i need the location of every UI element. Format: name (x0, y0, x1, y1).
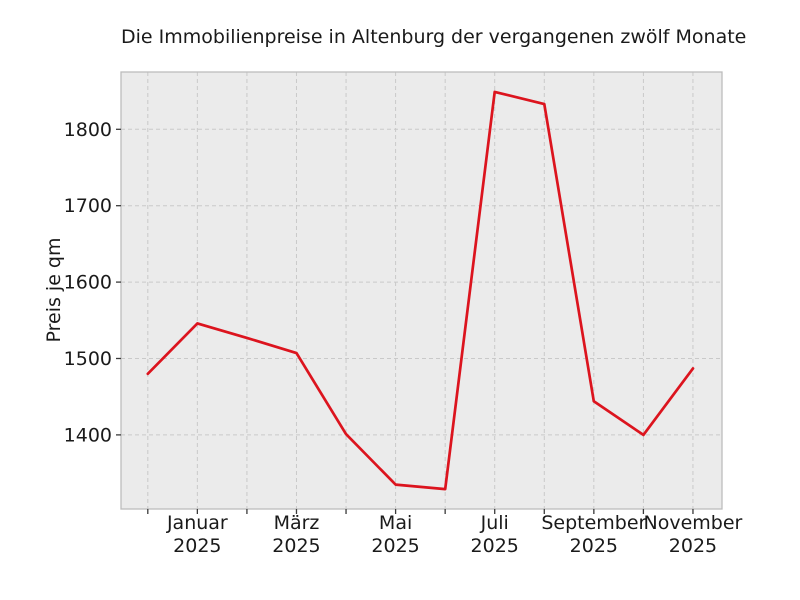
y-tick-label: 1400 (64, 424, 112, 446)
plot-area (121, 72, 722, 509)
plot-border (120, 71, 723, 510)
chart-title: Die Immobilienpreise in Altenburg der ve… (121, 26, 747, 48)
x-tick-label: November (644, 512, 743, 534)
x-tick-label-year: 2025 (272, 535, 320, 557)
x-tick-label-year: 2025 (173, 535, 221, 557)
y-tick-label: 1600 (64, 272, 112, 294)
price-line (146, 90, 695, 491)
x-tick-label-year: 2025 (471, 535, 519, 557)
y-tick-label: 1500 (64, 348, 112, 370)
x-tick-label: März (274, 512, 320, 534)
x-tick-label: September (541, 512, 646, 534)
x-tick-label: Mai (379, 512, 412, 534)
x-tick-label: Juli (480, 512, 509, 534)
y-tick-label: 1800 (64, 119, 112, 141)
x-tick-label-year: 2025 (371, 535, 419, 557)
x-tick-label: Januar (166, 512, 228, 534)
x-tick-label-year: 2025 (570, 535, 618, 557)
x-tick-label-year: 2025 (669, 535, 717, 557)
y-tick-label: 1700 (64, 195, 112, 217)
